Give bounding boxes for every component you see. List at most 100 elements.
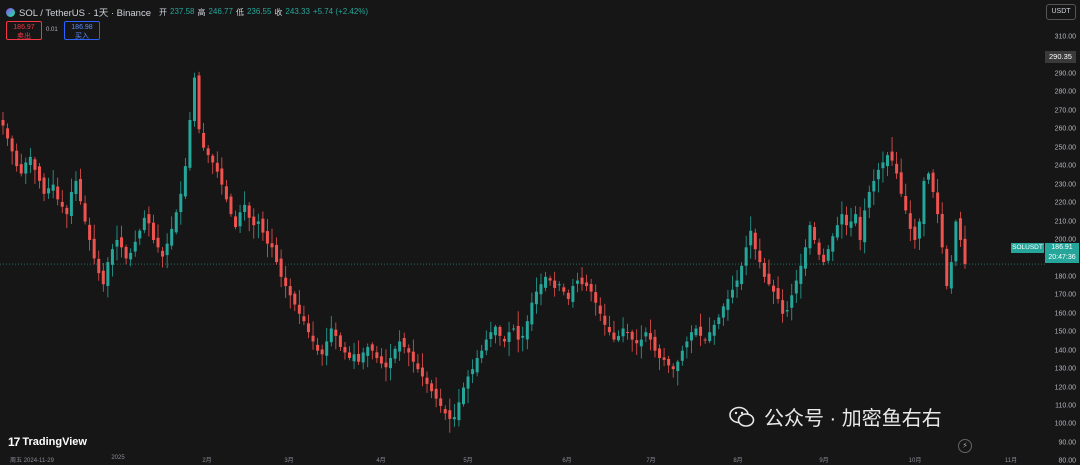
time-axis[interactable]: 周五 2024-11-29 2025 2月 3月 4月 5月 6月 7月 8月 9月 10月 11月 xyxy=(0,455,1045,464)
candle xyxy=(156,224,160,253)
candle xyxy=(667,355,671,374)
candle xyxy=(589,278,593,302)
candle xyxy=(712,320,716,345)
candle xyxy=(6,123,10,147)
time-tick: 10月 xyxy=(908,458,922,464)
candle xyxy=(42,173,46,202)
candle xyxy=(493,324,497,344)
candle xyxy=(306,314,310,339)
candle xyxy=(288,278,292,309)
price-tick: 140.00 xyxy=(1054,347,1076,355)
candle xyxy=(566,289,570,306)
candle xyxy=(826,245,830,264)
candle xyxy=(197,71,201,134)
candle xyxy=(120,225,124,258)
candle xyxy=(808,221,812,255)
candle xyxy=(348,346,352,361)
currency-selector[interactable]: USDT xyxy=(1046,4,1076,20)
candle xyxy=(844,206,848,236)
candle xyxy=(24,157,28,185)
bar-countdown: 20:47:36 xyxy=(1048,254,1076,261)
candle xyxy=(475,350,479,377)
time-tick: 2月 xyxy=(202,458,212,464)
candle xyxy=(735,270,739,298)
candle xyxy=(247,202,251,232)
candle xyxy=(252,208,256,239)
candle xyxy=(685,336,689,359)
candlestick-chart[interactable] xyxy=(0,0,1045,455)
candle xyxy=(635,329,639,356)
price-tick: 280.00 xyxy=(1054,88,1076,96)
candle xyxy=(133,230,137,257)
candle xyxy=(703,337,707,344)
candle xyxy=(954,219,958,267)
candle xyxy=(890,137,894,166)
time-tick: 7月 xyxy=(646,458,656,464)
price-tick: 150.00 xyxy=(1054,328,1076,336)
candle xyxy=(88,217,92,251)
candle xyxy=(19,153,23,177)
candle xyxy=(97,250,101,281)
candle xyxy=(575,272,579,293)
candle xyxy=(430,379,434,399)
candle xyxy=(311,321,315,350)
candle xyxy=(165,233,169,269)
candle xyxy=(753,228,757,260)
ohlc-change-value: +5.74 (+2.42%) xyxy=(312,6,369,16)
candle xyxy=(835,216,839,241)
candle xyxy=(452,404,456,427)
lightning-icon[interactable]: ⚡ xyxy=(958,439,972,453)
price-tick: 100.00 xyxy=(1054,420,1076,428)
candle xyxy=(858,206,862,251)
candle xyxy=(489,321,493,348)
candle xyxy=(297,290,301,325)
candle xyxy=(503,335,507,348)
price-axis[interactable]: 310.00300.00290.00280.00270.00260.00250.… xyxy=(1045,0,1080,465)
sell-label: 卖出 xyxy=(17,33,31,40)
ohlc-close-value: 243.33 xyxy=(285,6,310,16)
ohlc-high-value: 246.77 xyxy=(208,6,233,16)
candle xyxy=(183,157,187,199)
candle xyxy=(279,249,283,288)
candle xyxy=(539,273,543,306)
candle xyxy=(115,225,119,261)
candle xyxy=(689,325,693,354)
price-tick: 260.00 xyxy=(1054,125,1076,133)
candle xyxy=(407,344,411,367)
price-tick: 210.00 xyxy=(1054,218,1076,225)
candle xyxy=(138,228,142,245)
candle xyxy=(402,332,406,354)
ohlc-values: 开 237.58 高 246.77 低 236.55 收 243.33 +5.74 (+… xyxy=(159,7,368,18)
candle xyxy=(908,200,912,242)
symbol-title[interactable]: SOL / TetherUS · 1天 · Binance xyxy=(19,8,152,19)
time-tick: 周五 2024-11-29 xyxy=(10,458,54,464)
candle xyxy=(124,244,128,265)
price-tick: 310.00 xyxy=(1054,33,1076,41)
sell-button[interactable]: 186.97 卖出 xyxy=(6,21,42,40)
candle xyxy=(744,235,748,276)
candle xyxy=(147,206,151,237)
candle xyxy=(448,398,452,433)
candle xyxy=(927,171,931,185)
candle xyxy=(65,204,69,228)
candle xyxy=(393,345,397,364)
candle xyxy=(238,204,242,234)
candle xyxy=(15,143,19,172)
candle xyxy=(74,171,78,201)
candle xyxy=(653,329,657,358)
buy-button[interactable]: 186.98 买入 xyxy=(64,21,100,40)
candle xyxy=(881,151,885,183)
buy-label: 买入 xyxy=(75,33,89,40)
candle xyxy=(302,305,306,326)
candle xyxy=(949,255,953,294)
price-tick: 270.00 xyxy=(1054,107,1076,115)
candle xyxy=(188,111,192,171)
price-tick: 110.00 xyxy=(1055,402,1076,410)
candle xyxy=(256,213,260,239)
price-tick: 130.00 xyxy=(1054,365,1076,373)
candle xyxy=(521,326,525,352)
candle xyxy=(461,382,465,407)
tradingview-logo[interactable]: 17 TradingView xyxy=(8,435,87,449)
candle xyxy=(507,321,511,357)
candle xyxy=(872,169,876,205)
